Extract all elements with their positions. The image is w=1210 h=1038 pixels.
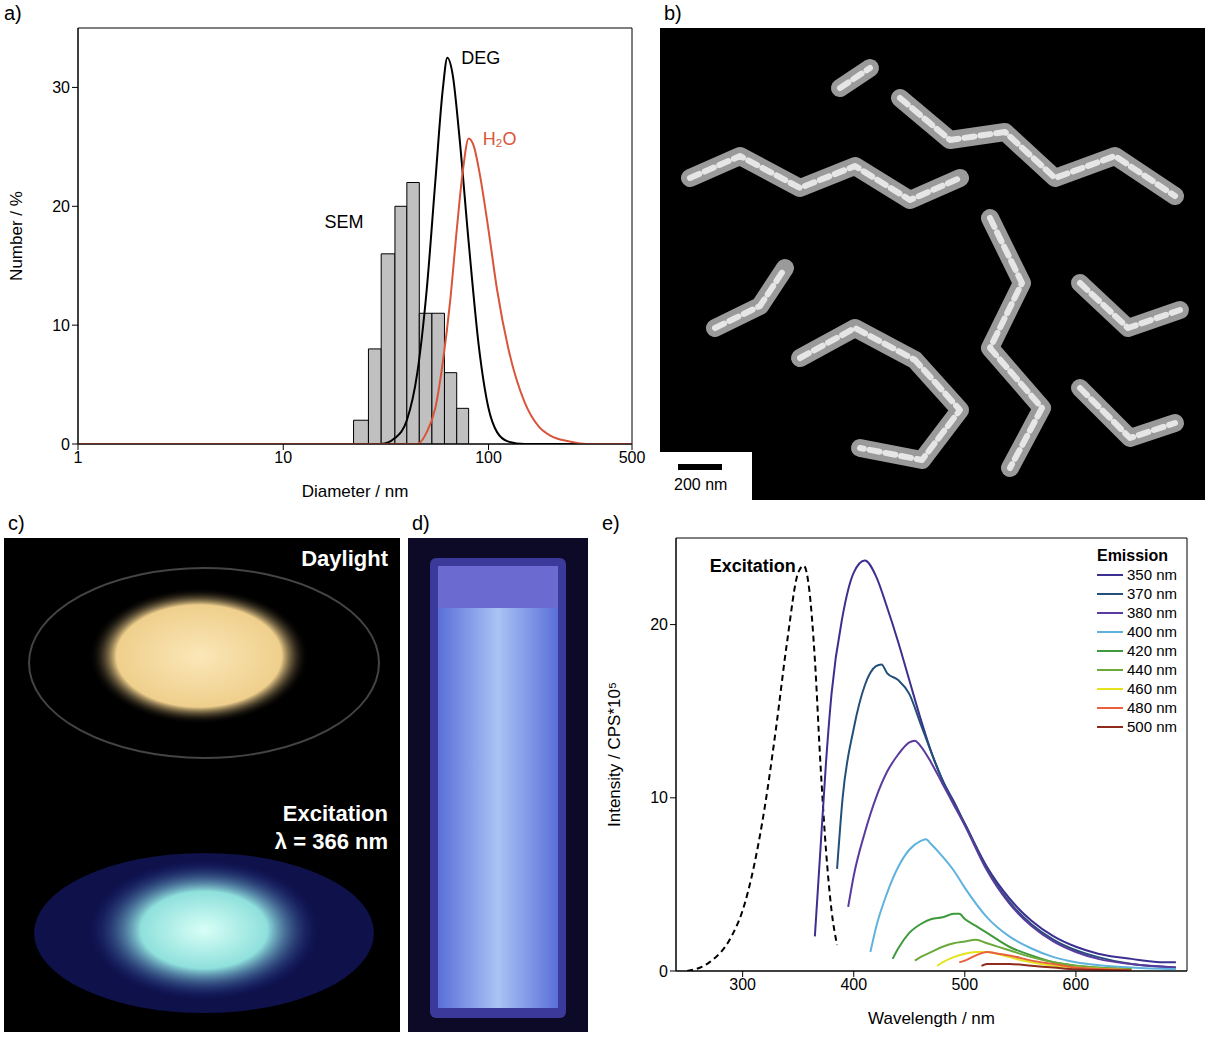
html-text:500 nm: 500 nm xyxy=(1127,718,1177,735)
html-text:420 nm: 420 nm xyxy=(1127,642,1177,659)
svg-text:400: 400 xyxy=(840,976,867,993)
svg-text:10: 10 xyxy=(52,317,70,334)
svg-text:DEG: DEG xyxy=(461,48,500,68)
svg-text:10: 10 xyxy=(274,449,292,466)
svg-text:20: 20 xyxy=(52,198,70,215)
svg-text:0: 0 xyxy=(61,436,70,453)
html-text:a): a) xyxy=(4,2,22,24)
html-text:λ = 366 nm: λ = 366 nm xyxy=(274,829,388,854)
svg-text:500: 500 xyxy=(951,976,978,993)
html-text:200 nm: 200 nm xyxy=(674,476,728,493)
html-text:b): b) xyxy=(664,2,682,24)
svg-text:1: 1 xyxy=(74,449,83,466)
html-text:Emission: Emission xyxy=(1097,547,1169,564)
svg-text:20: 20 xyxy=(650,616,668,633)
html-text:350 nm: 350 nm xyxy=(1127,566,1177,583)
html-text:380 nm: 380 nm xyxy=(1127,604,1177,621)
html-text:Excitation: Excitation xyxy=(282,801,388,826)
svg-text:Intensity / CPS*10⁵: Intensity / CPS*10⁵ xyxy=(605,682,624,827)
svg-text:Diameter / nm: Diameter / nm xyxy=(302,482,409,501)
html-text:370 nm: 370 nm xyxy=(1127,585,1177,602)
html-text:e): e) xyxy=(602,512,620,534)
html-text:Daylight: Daylight xyxy=(301,546,388,571)
html-text:480 nm: 480 nm xyxy=(1127,699,1177,716)
html-text:c): c) xyxy=(8,512,25,534)
svg-text:300: 300 xyxy=(729,976,756,993)
html-text:460 nm: 460 nm xyxy=(1127,680,1177,697)
svg-text:Number / %: Number / % xyxy=(7,191,26,281)
svg-text:30: 30 xyxy=(52,79,70,96)
html-text:d): d) xyxy=(412,512,430,534)
svg-text:500: 500 xyxy=(619,449,646,466)
svg-text:0: 0 xyxy=(659,963,668,980)
svg-text:H₂O: H₂O xyxy=(483,129,517,149)
svg-text:Wavelength / nm: Wavelength / nm xyxy=(868,1009,995,1028)
html-text:440 nm: 440 nm xyxy=(1127,661,1177,678)
svg-text:SEM: SEM xyxy=(324,212,363,232)
svg-text:Excitation: Excitation xyxy=(710,556,796,576)
svg-text:600: 600 xyxy=(1063,976,1090,993)
svg-text:10: 10 xyxy=(650,789,668,806)
svg-text:100: 100 xyxy=(475,449,502,466)
html-text:400 nm: 400 nm xyxy=(1127,623,1177,640)
